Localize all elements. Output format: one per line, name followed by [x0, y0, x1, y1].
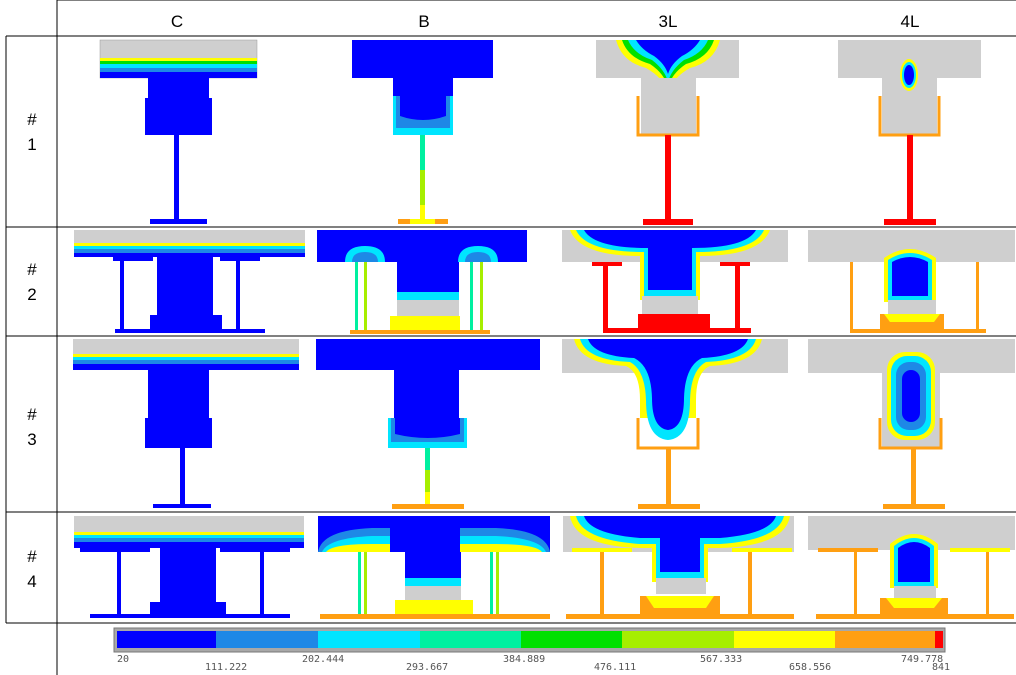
legend-band [521, 631, 622, 648]
legend-tick-label: 293.667 [406, 662, 448, 673]
column-header-4l: 4L [901, 12, 920, 31]
contour-b-1 [352, 40, 493, 224]
legend-band [216, 631, 318, 648]
column-header-b: B [418, 12, 429, 31]
legend-tick-label: 384.889 [503, 654, 545, 665]
row-label-num-4: 4 [27, 572, 36, 591]
legend-tick-label: 476.111 [594, 662, 636, 673]
legend-bands [117, 631, 943, 648]
column-header-c: C [171, 12, 183, 31]
row-label-hash-2: # [27, 260, 37, 279]
contour-c-1 [99, 39, 258, 224]
column-header-3l: 3L [659, 12, 678, 31]
legend-band [420, 631, 521, 648]
contour-4l-4 [808, 516, 1015, 619]
legend-tick-label: 749.778 [901, 654, 943, 665]
row-label-hash-4: # [27, 547, 37, 566]
legend-band [318, 631, 420, 648]
legend-band [622, 631, 734, 648]
table-grid [5, 0, 1016, 675]
row-label-num-2: 2 [27, 285, 36, 304]
legend-tick-label: 658.556 [789, 662, 831, 673]
legend-tick-label: 841 [932, 662, 950, 673]
contour-4l-3 [808, 339, 1015, 509]
legend-band [935, 631, 943, 648]
row-label-num-1: 1 [27, 135, 36, 154]
color-legend: 20 111.222 202.444 293.667 384.889 476.111 567… [113, 627, 950, 673]
legend-ticks: 20 111.222 202.444 293.667 384.889 476.111 567… [117, 654, 950, 673]
contour-4l-1 [838, 40, 981, 225]
contour-b-2 [317, 230, 527, 334]
legend-band [117, 631, 216, 648]
legend-band [734, 631, 835, 648]
row-label-num-3: 3 [27, 430, 36, 449]
contour-3l-2 [562, 230, 788, 333]
contour-c-2 [74, 230, 305, 333]
legend-tick-label: 111.222 [205, 662, 247, 673]
legend-band [835, 631, 935, 648]
legend-tick-label: 20 [117, 654, 129, 665]
contour-3l-1 [596, 40, 739, 225]
contour-3l-3 [562, 339, 788, 509]
legend-tick-label: 202.444 [302, 654, 344, 665]
row-label-hash-1: # [27, 110, 37, 129]
row-label-hash-3: # [27, 405, 37, 424]
contour-c-4 [74, 516, 304, 618]
contour-c-3 [73, 339, 299, 508]
contour-b-4 [318, 516, 550, 619]
legend-tick-label: 567.333 [700, 654, 742, 665]
contour-b-3 [316, 339, 540, 509]
contour-4l-2 [808, 230, 1015, 333]
contour-3l-4 [563, 516, 794, 619]
